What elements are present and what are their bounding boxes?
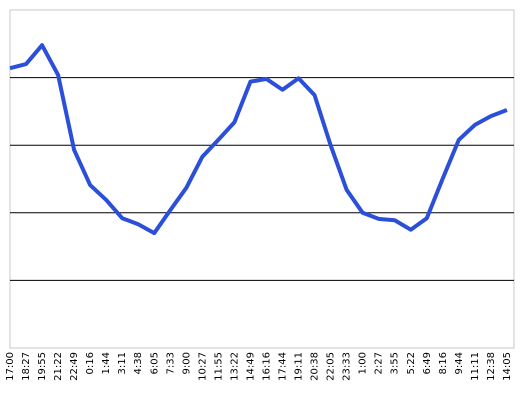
x-tick-label: 17:00 (5, 352, 16, 381)
x-tick-label: 12:38 (486, 352, 497, 381)
x-tick-label: 1:00 (358, 352, 369, 374)
plot-area (9, 9, 515, 349)
x-tick-label: 8:16 (438, 352, 449, 374)
x-tick-label: 16:16 (261, 352, 272, 381)
x-tick-label: 17:44 (278, 352, 289, 381)
x-tick-label: 23:33 (342, 352, 353, 381)
x-tick-label: 22:49 (69, 352, 80, 381)
x-tick-label: 3:55 (390, 352, 401, 374)
x-tick-label: 19:11 (294, 352, 305, 381)
x-tick-label: 11:11 (470, 352, 481, 381)
x-tick-label: 13:22 (229, 352, 240, 381)
x-tick-label: 4:38 (133, 352, 144, 374)
x-tick-label: 14:49 (245, 352, 256, 381)
x-tick-label: 11:55 (213, 352, 224, 381)
x-tick-label: 3:11 (117, 352, 128, 374)
x-tick-label: 2:27 (374, 352, 385, 374)
x-tick-label: 5:22 (406, 352, 417, 374)
x-tick-label: 20:38 (310, 352, 321, 381)
x-tick-label: 1:44 (101, 352, 112, 374)
x-tick-label: 18:27 (21, 352, 32, 381)
x-tick-label: 9:44 (454, 352, 465, 374)
x-tick-label: 19:55 (37, 352, 48, 381)
x-tick-label: 9:00 (181, 352, 192, 374)
x-tick-label: 14:05 (502, 352, 513, 381)
x-tick-label: 22:05 (326, 352, 337, 381)
data-line (9, 43, 508, 236)
x-tick-label: 7:33 (165, 352, 176, 374)
x-tick-label: 21:22 (53, 352, 64, 381)
x-tick-label: 0:16 (85, 352, 96, 374)
x-tick-label: 6:49 (422, 352, 433, 374)
x-tick-label: 10:27 (197, 352, 208, 381)
x-tick-label: 6:05 (149, 352, 160, 374)
